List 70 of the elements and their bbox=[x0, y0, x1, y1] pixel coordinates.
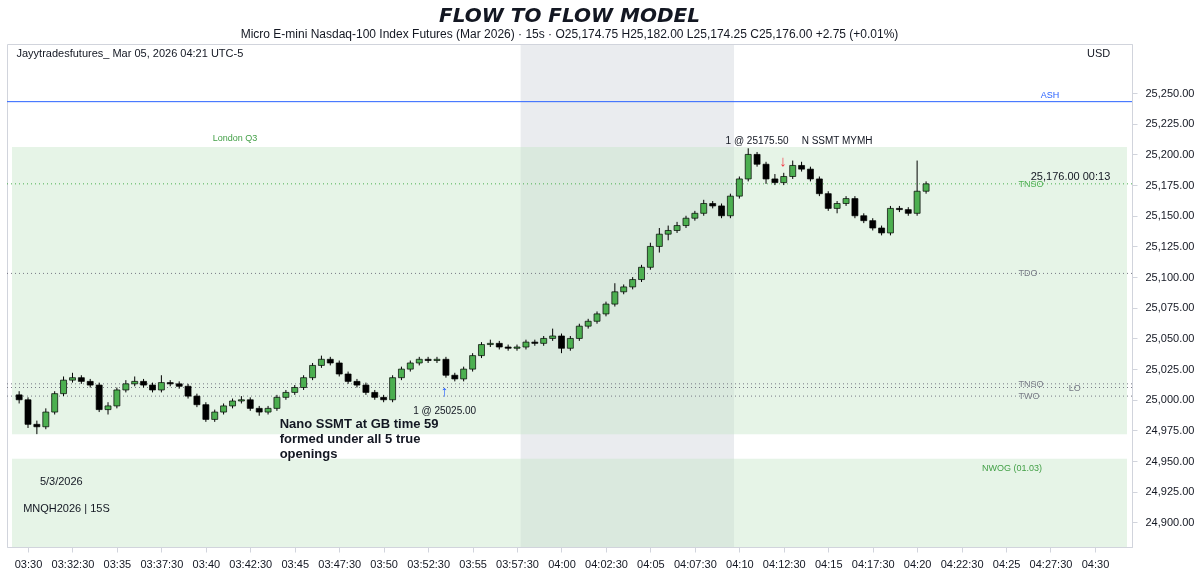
ref-line-label: LO bbox=[1068, 382, 1081, 393]
y-tick-label: 25,100.00 bbox=[1145, 270, 1195, 283]
ref-line-label: ASH bbox=[1040, 89, 1060, 100]
x-tick-label: 03:55 bbox=[459, 557, 487, 570]
annotation: Jayytradesfutures_ Mar 05, 2026 04:21 UTC-5 bbox=[16, 47, 244, 60]
x-tick-label: 04:00 bbox=[548, 557, 576, 570]
x-tick-label: 03:47:30 bbox=[318, 557, 362, 570]
x-tick-label: 04:20 bbox=[903, 557, 932, 570]
x-tick-label: 03:32:30 bbox=[51, 557, 95, 570]
y-tick-label: 25,225.00 bbox=[1145, 117, 1195, 130]
candlestick bbox=[469, 352, 476, 373]
y-tick-label: 24,975.00 bbox=[1145, 423, 1195, 436]
y-tick-label: 25,050.00 bbox=[1145, 331, 1195, 344]
annotation: Nano SSMT at GB time 59 formed under all 5 true openings bbox=[279, 415, 439, 461]
candlestick bbox=[60, 375, 67, 397]
y-tick-label: 25,175.00 bbox=[1145, 178, 1195, 191]
ref-line-label: TDO bbox=[1018, 268, 1038, 279]
x-tick-label: 03:35 bbox=[103, 557, 132, 570]
x-tick-label: 03:30 bbox=[14, 557, 43, 570]
y-tick-label: 25,000.00 bbox=[1145, 393, 1195, 406]
x-tick-label: 04:05 bbox=[637, 557, 665, 570]
chart-title: FLOW TO FLOW MODEL bbox=[439, 3, 700, 27]
y-tick-label: 25,025.00 bbox=[1145, 362, 1195, 375]
x-tick-label: 03:45 bbox=[281, 557, 310, 570]
x-tick-label: 03:57:30 bbox=[496, 557, 539, 570]
annotation: 5/3/2026 bbox=[39, 474, 83, 487]
x-tick-label: 04:15 bbox=[814, 557, 843, 570]
candlestick bbox=[647, 242, 654, 271]
x-tick-label: 04:02:30 bbox=[585, 557, 628, 570]
x-tick-label: 04:10 bbox=[726, 557, 754, 570]
candlestick bbox=[727, 193, 734, 219]
x-tick-label: 04:25 bbox=[992, 557, 1021, 570]
annotation: N SSMT MYMH bbox=[801, 134, 873, 146]
annotation: 1 @ 25025.00 bbox=[413, 405, 477, 417]
candlestick bbox=[389, 374, 396, 403]
y-tick-label: 25,250.00 bbox=[1145, 86, 1195, 99]
x-tick-label: 04:30 bbox=[1081, 557, 1110, 570]
annotation: MNQH2026 | 15S bbox=[23, 502, 110, 515]
y-tick-label: 25,200.00 bbox=[1145, 147, 1195, 160]
chart-subtitle: Micro E-mini Nasdaq-100 Index Futures (Mar 2026) · 15s · O25,174.75 H25,182.00 L25,174.25 C25,176.00 +2.75 (+0.01%) bbox=[240, 27, 899, 41]
candlestick bbox=[789, 160, 797, 180]
candlestick bbox=[558, 333, 565, 354]
y-tick-label: 25,150.00 bbox=[1145, 209, 1195, 222]
annotation: USD bbox=[1087, 47, 1111, 60]
candlestick bbox=[51, 390, 59, 415]
x-tick-label: 04:17:30 bbox=[851, 557, 895, 570]
y-tick-label: 24,900.00 bbox=[1145, 515, 1195, 528]
y-tick-label: 25,125.00 bbox=[1145, 239, 1195, 252]
x-tick-label: 04:07:30 bbox=[673, 557, 717, 570]
candlestick bbox=[816, 176, 823, 197]
ref-line-label: TWO bbox=[1018, 391, 1040, 402]
band-label: NWOG (01.03) bbox=[982, 462, 1043, 473]
y-tick-label: 25,075.00 bbox=[1145, 301, 1195, 314]
annotation: ↓ bbox=[779, 151, 787, 169]
x-tick-label: 03:50 bbox=[370, 557, 398, 570]
band-label: London Q3 bbox=[212, 133, 258, 144]
x-tick-label: 04:27:30 bbox=[1029, 557, 1073, 570]
x-tick-label: 04:12:30 bbox=[762, 557, 806, 570]
annotation: ↑ bbox=[440, 382, 449, 400]
candlestick bbox=[655, 227, 663, 254]
y-tick-label: 24,950.00 bbox=[1145, 454, 1195, 467]
x-tick-label: 03:37:30 bbox=[140, 557, 184, 570]
annotation: 25,176.00 00:13 bbox=[1030, 170, 1111, 183]
x-tick-label: 03:42:30 bbox=[229, 557, 273, 570]
ref-line-label: TNSO bbox=[1018, 378, 1044, 389]
annotation: 1 @ 25175.50 bbox=[725, 134, 789, 146]
x-tick-label: 03:40 bbox=[192, 557, 221, 570]
y-tick-label: 24,925.00 bbox=[1145, 485, 1195, 498]
x-tick-label: 03:52:30 bbox=[407, 557, 451, 570]
x-tick-label: 04:22:30 bbox=[940, 557, 984, 570]
